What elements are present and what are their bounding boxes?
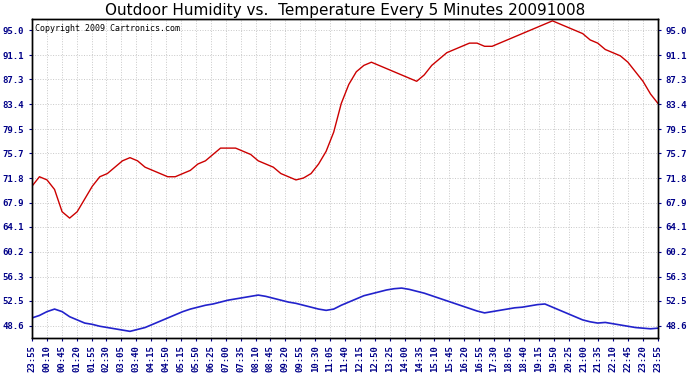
Title: Outdoor Humidity vs.  Temperature Every 5 Minutes 20091008: Outdoor Humidity vs. Temperature Every 5… <box>105 3 585 18</box>
Text: Copyright 2009 Cartronics.com: Copyright 2009 Cartronics.com <box>35 24 180 33</box>
